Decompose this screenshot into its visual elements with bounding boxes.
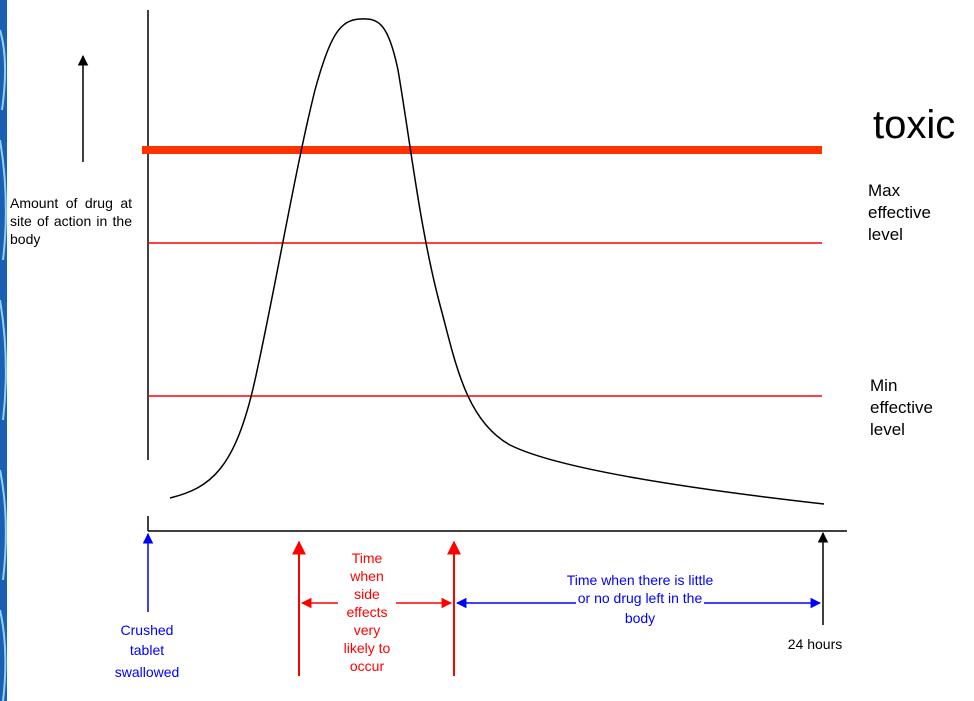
toxic-level-label: toxic <box>873 103 956 147</box>
min-effective-level-label: Min effective level <box>870 376 934 439</box>
drug-concentration-curve <box>169 18 825 505</box>
y-axis-label: Amount of drug at site of action in the … <box>10 195 132 247</box>
max-effective-level-label: Max effective level <box>868 181 932 244</box>
side-effects-label: Time when side effects very likely to oc… <box>338 549 396 675</box>
end-time-label: 24 hours <box>787 636 843 652</box>
left-edge-decoration <box>0 0 7 701</box>
crushed-tablet-label: Crushed tablet swallowed <box>114 622 180 680</box>
little-drug-label: Time when there is little or no drug lef… <box>566 572 714 626</box>
